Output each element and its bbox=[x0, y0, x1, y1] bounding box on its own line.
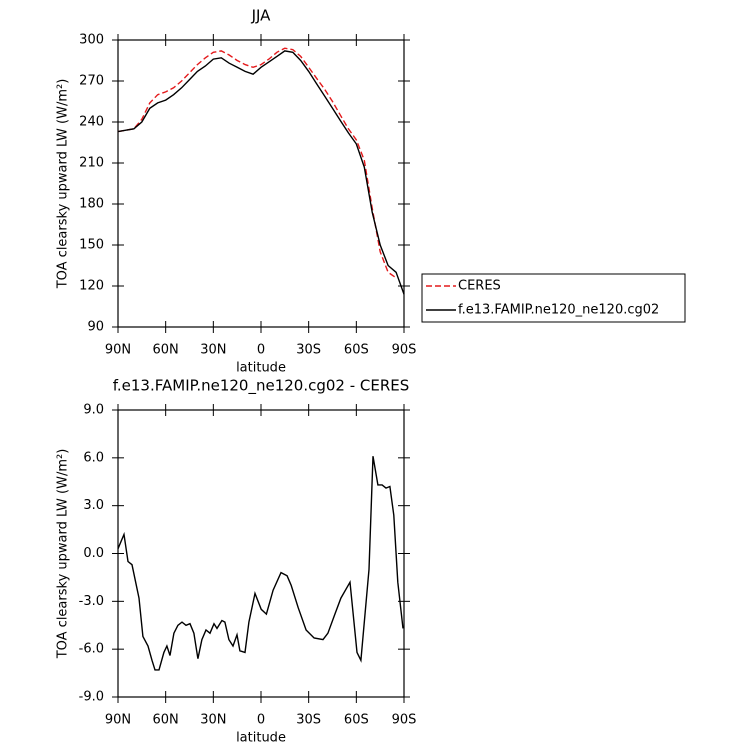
x-tick-label: 0 bbox=[257, 343, 265, 358]
chart-title: f.e13.FAMIP.ne120_ne120.cg02 - CERES bbox=[113, 377, 410, 396]
y-tick-label: 0.0 bbox=[83, 546, 104, 561]
x-axis-label: latitude bbox=[236, 731, 286, 746]
y-tick-label: -9.0 bbox=[79, 690, 104, 705]
x-tick-label: 0 bbox=[257, 713, 265, 728]
y-tick-label: 6.0 bbox=[83, 450, 104, 465]
plot: f.e13.FAMIP.ne120_ne120.cg02 - CERES lati… bbox=[56, 377, 417, 746]
data-line bbox=[117, 456, 404, 671]
x-tick-label: 60N bbox=[153, 343, 179, 358]
x-axis-label: latitude bbox=[236, 361, 286, 376]
x-tick-label: 60S bbox=[344, 343, 369, 358]
y-tick-label: 150 bbox=[79, 238, 104, 253]
data-line bbox=[117, 47, 397, 279]
y-tick-label: 240 bbox=[79, 115, 104, 130]
x-tick-label: 90S bbox=[392, 713, 417, 728]
y-tick-label: 180 bbox=[79, 197, 104, 212]
legend-label: f.e13.FAMIP.ne120_ne120.cg02 bbox=[458, 303, 659, 318]
y-axis-label: TOA clearsky upward LW (W/m²) bbox=[56, 79, 71, 290]
legend-label: CERES bbox=[458, 279, 501, 294]
y-tick-label: 210 bbox=[79, 156, 104, 171]
y-tick-label: 3.0 bbox=[83, 498, 104, 513]
y-tick-label: -6.0 bbox=[79, 642, 104, 657]
chart-title: JJA bbox=[251, 7, 272, 25]
x-tick-label: 90N bbox=[105, 713, 131, 728]
data-line bbox=[117, 50, 405, 295]
x-tick-label: 30S bbox=[296, 343, 321, 358]
x-tick-label: 60N bbox=[153, 713, 179, 728]
y-tick-label: 270 bbox=[79, 74, 104, 89]
y-axis-label: TOA clearsky upward LW (W/m²) bbox=[56, 449, 71, 660]
y-tick-label: 300 bbox=[79, 33, 104, 48]
x-tick-label: 90N bbox=[105, 343, 131, 358]
plot: JJA latitude TOA clearsky upward LW (W/m²)… bbox=[56, 7, 686, 376]
y-tick-label: 90 bbox=[87, 320, 104, 335]
x-tick-label: 30N bbox=[200, 713, 226, 728]
legend-box bbox=[421, 273, 686, 323]
x-tick-label: 30N bbox=[200, 343, 226, 358]
plot-frame bbox=[117, 39, 405, 328]
x-tick-label: 30S bbox=[296, 713, 321, 728]
x-tick-label: 90S bbox=[392, 343, 417, 358]
plot-frame bbox=[117, 409, 405, 698]
y-tick-label: 120 bbox=[79, 279, 104, 294]
y-tick-label: -3.0 bbox=[79, 594, 104, 609]
x-tick-label: 60S bbox=[344, 713, 369, 728]
y-tick-label: 9.0 bbox=[83, 403, 104, 418]
